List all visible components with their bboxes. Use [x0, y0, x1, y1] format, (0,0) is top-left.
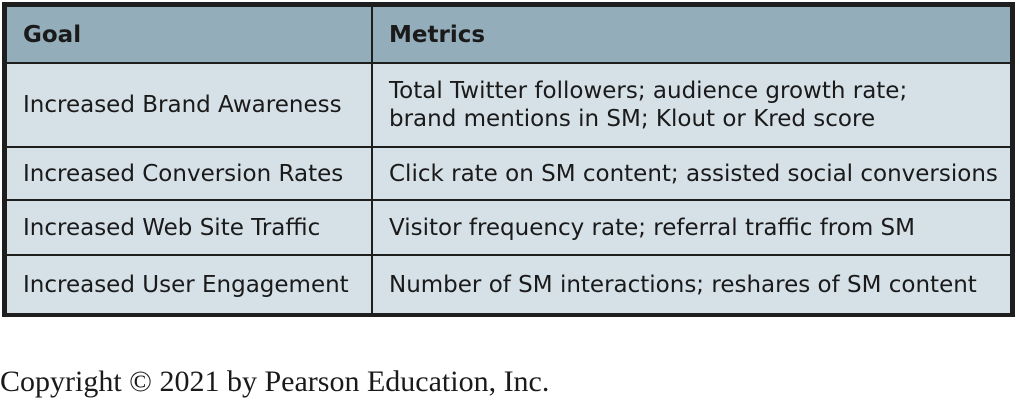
- goal-cell: Increased Conversion Rates: [5, 146, 373, 201]
- table-row: Increased Conversion Rates Click rate on…: [5, 146, 1012, 201]
- metrics-line: Total Twitter followers; audience growth…: [389, 78, 908, 104]
- header-metrics: Metrics: [371, 5, 1012, 64]
- metrics-cell: Click rate on SM content; assisted socia…: [371, 146, 1012, 201]
- metrics-cell: Total Twitter followers; audience growth…: [371, 62, 1012, 148]
- goals-metrics-table: Goal Metrics Increased Brand Awareness T…: [5, 5, 1012, 315]
- table-row: Increased Brand Awareness Total Twitter …: [5, 62, 1012, 148]
- copyright-notice: Copyright © 2021 by Pearson Education, I…: [0, 365, 550, 398]
- goal-cell: Increased User Engagement: [5, 254, 373, 315]
- goal-cell: Increased Web Site Traffic: [5, 199, 373, 256]
- table-row: Increased Web Site Traffic Visitor frequ…: [5, 199, 1012, 256]
- metrics-table-frame: Goal Metrics Increased Brand Awareness T…: [2, 2, 1015, 317]
- goal-cell: Increased Brand Awareness: [5, 62, 373, 148]
- header-goal: Goal: [5, 5, 373, 64]
- table-header-row: Goal Metrics: [5, 5, 1012, 64]
- metrics-cell: Number of SM interactions; reshares of S…: [371, 254, 1012, 315]
- metrics-cell: Visitor frequency rate; referral traffic…: [371, 199, 1012, 256]
- metrics-line: brand mentions in SM; Klout or Kred scor…: [389, 106, 876, 132]
- table-row: Increased User Engagement Number of SM i…: [5, 254, 1012, 315]
